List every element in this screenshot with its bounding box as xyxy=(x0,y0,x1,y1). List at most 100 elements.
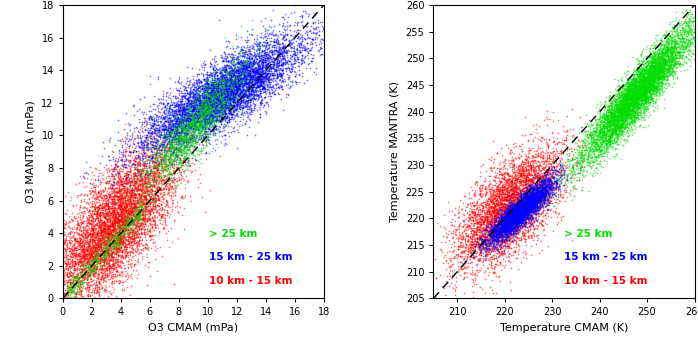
Point xyxy=(486,238,497,243)
Point xyxy=(105,301,116,306)
Point xyxy=(582,159,593,165)
Point xyxy=(463,217,475,223)
Point xyxy=(158,166,169,172)
Point xyxy=(611,116,623,121)
Point xyxy=(219,118,230,123)
Point xyxy=(244,62,255,68)
Point xyxy=(99,240,110,246)
Point xyxy=(500,178,512,183)
Point xyxy=(211,88,222,93)
Point xyxy=(532,204,543,209)
Point xyxy=(232,66,244,71)
Point xyxy=(233,93,244,98)
Point xyxy=(484,181,496,186)
Point xyxy=(451,256,462,261)
Point xyxy=(244,92,255,97)
Point xyxy=(487,228,498,233)
Point xyxy=(275,50,286,56)
Point xyxy=(621,109,632,115)
Point xyxy=(262,45,274,50)
Point xyxy=(140,262,151,268)
Point xyxy=(59,259,70,264)
Point xyxy=(600,105,611,110)
Point xyxy=(485,204,496,210)
Point xyxy=(103,227,114,232)
Point xyxy=(593,131,604,136)
Point xyxy=(189,115,200,121)
Point xyxy=(96,228,107,233)
Point xyxy=(101,230,112,236)
Point xyxy=(525,201,536,207)
Point xyxy=(72,250,83,256)
Point xyxy=(640,86,651,92)
Point xyxy=(163,149,174,154)
Point xyxy=(500,229,511,235)
Point xyxy=(133,153,144,158)
Point xyxy=(637,98,648,104)
Point xyxy=(20,320,31,326)
Point xyxy=(649,73,660,79)
Point xyxy=(103,173,114,179)
Point xyxy=(92,258,103,264)
Point xyxy=(302,34,313,39)
Point xyxy=(174,136,186,141)
Point xyxy=(498,229,510,234)
Point xyxy=(481,239,492,244)
Point xyxy=(499,214,510,220)
Point xyxy=(595,153,607,158)
Point xyxy=(629,118,640,123)
Point xyxy=(209,111,220,117)
Point xyxy=(107,184,118,189)
Point xyxy=(567,184,578,189)
Point xyxy=(138,190,149,195)
Point xyxy=(521,196,532,202)
Point xyxy=(496,206,507,212)
Point xyxy=(80,272,91,277)
Point xyxy=(195,126,207,131)
Point xyxy=(528,192,539,197)
Point xyxy=(160,136,171,142)
Point xyxy=(211,96,223,102)
Point xyxy=(93,219,104,224)
Point xyxy=(637,76,648,82)
Point xyxy=(681,66,692,71)
Point xyxy=(474,186,485,191)
Point xyxy=(635,70,646,76)
Point xyxy=(203,137,214,142)
Point xyxy=(221,103,232,108)
Point xyxy=(169,167,180,173)
Point xyxy=(512,213,523,219)
Point xyxy=(536,191,547,196)
Point xyxy=(214,79,225,85)
Point xyxy=(221,94,232,99)
Point xyxy=(82,274,94,279)
Point xyxy=(207,96,218,102)
Point xyxy=(246,87,257,93)
Point xyxy=(604,127,616,133)
Point xyxy=(555,175,566,180)
Point xyxy=(611,102,623,108)
Point xyxy=(566,156,577,162)
Point xyxy=(106,208,117,214)
Point xyxy=(533,191,544,196)
Point xyxy=(517,198,528,204)
Point xyxy=(151,188,163,193)
Point xyxy=(615,103,626,108)
Point xyxy=(512,209,523,214)
Point xyxy=(179,121,190,127)
Point xyxy=(117,200,128,206)
Point xyxy=(604,137,616,143)
Point xyxy=(507,217,519,223)
Point xyxy=(198,145,209,151)
Point xyxy=(650,69,661,75)
Point xyxy=(155,207,166,213)
Point xyxy=(505,217,517,223)
Point xyxy=(161,158,172,164)
Point xyxy=(270,67,281,72)
Point xyxy=(132,212,143,218)
Point xyxy=(88,272,99,277)
Point xyxy=(503,209,514,214)
Point xyxy=(152,168,163,173)
Point xyxy=(538,187,549,192)
Point xyxy=(222,86,233,92)
